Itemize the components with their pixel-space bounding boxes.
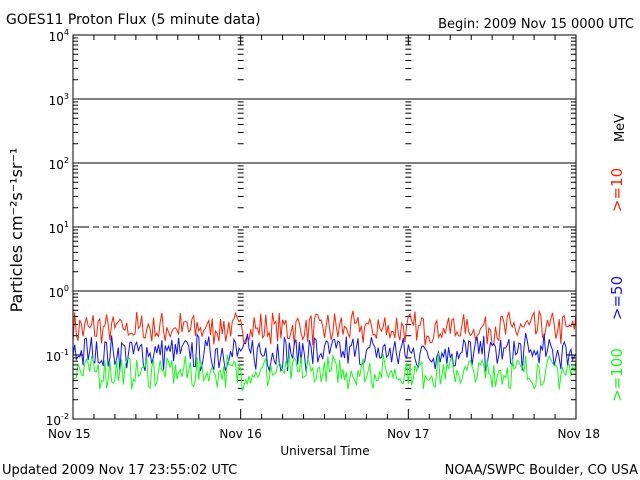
x-axis-label: Universal Time (280, 444, 369, 458)
y-axis-label: Particles cm⁻²s⁻¹sr⁻¹ (7, 148, 26, 313)
y-tick-label: 101 (49, 220, 69, 236)
y-tick-label: 102 (49, 156, 69, 172)
x-tick-label: Nov 17 (387, 427, 430, 441)
y-tick-label: 103 (49, 92, 69, 108)
y-tick-label: 10-2 (46, 412, 69, 428)
x-tick-label: Nov 16 (219, 427, 262, 441)
y-tick-label: 104 (49, 28, 69, 44)
series-line (72, 352, 577, 391)
x-tick-label: Nov 15 (48, 427, 91, 441)
series-line (72, 332, 577, 373)
legend-label: >=50 (608, 276, 626, 320)
credit-label: NOAA/SWPC Boulder, CO USA (445, 463, 638, 478)
axes-group: 10-2 10-1 100 101 102 103 104 Nov 15 Nov 16 Nov 1… (46, 28, 600, 441)
legend-label: >=10 (608, 168, 626, 212)
legend-label: >=100 (608, 348, 626, 402)
y-tick-label: 100 (49, 284, 69, 300)
legend: >=10 >=50 >=100 MeV (608, 114, 628, 402)
updated-timestamp: Updated 2009 Nov 17 23:55:02 UTC (2, 463, 237, 478)
legend-unit-label: MeV (613, 114, 628, 142)
chart-title: GOES11 Proton Flux (5 minute data) (6, 12, 261, 28)
y-tick-label: 10-1 (46, 348, 69, 364)
begin-time-label: Begin: 2009 Nov 15 0000 UTC (438, 17, 634, 32)
x-tick-label: Nov 18 (557, 427, 600, 441)
series-group (72, 309, 577, 391)
